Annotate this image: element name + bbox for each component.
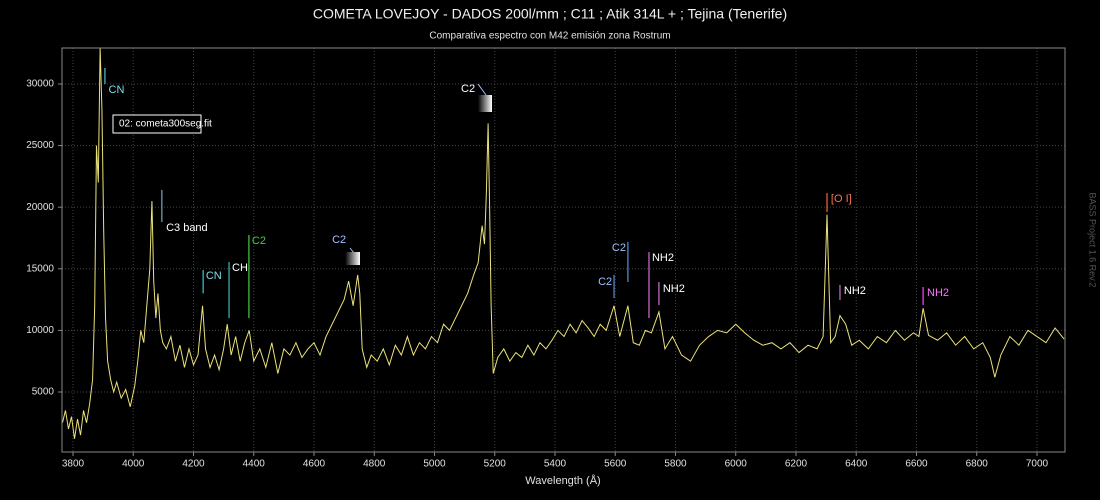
y-tick-label: 5000: [32, 387, 55, 398]
annotation-label: C2: [461, 83, 475, 95]
chart-subtitle: Comparativa espectro con M42 emisión zon…: [429, 31, 670, 42]
y-tick-label: 30000: [26, 79, 54, 90]
annotation-label: CN: [206, 270, 222, 282]
x-tick-label: 5400: [544, 459, 567, 470]
y-tick-label: 20000: [26, 202, 54, 213]
x-tick-label: 5600: [604, 459, 627, 470]
y-tick-label: 10000: [26, 325, 54, 336]
band-head-box: [345, 252, 360, 265]
legend-entry: 02: cometa300seg.fit: [119, 119, 212, 130]
annotation-label: C2: [332, 234, 346, 246]
x-tick-label: 6200: [785, 459, 808, 470]
y-tick-label: 25000: [26, 140, 54, 151]
spectrum-line: [61, 48, 1065, 439]
x-tick-label: 3800: [62, 459, 85, 470]
annotation-label: NH2: [927, 287, 949, 299]
band-head-box: [478, 95, 492, 112]
annotation-label: C2: [252, 235, 266, 247]
annotation-label: CH: [232, 262, 248, 274]
plot-border: [61, 47, 1066, 453]
annotation-label: NH2: [663, 283, 685, 295]
x-tick-label: 5800: [664, 459, 687, 470]
annotation-label: [O I]: [831, 193, 852, 205]
annotation-label: C2: [612, 242, 626, 254]
legend-box: [112, 114, 202, 134]
x-tick-label: 5200: [484, 459, 507, 470]
annotation-label: NH2: [844, 285, 866, 297]
band-head-line: [477, 83, 487, 96]
x-tick-label: 4400: [243, 459, 266, 470]
x-tick-label: 4000: [122, 459, 145, 470]
grid: [58, 48, 1065, 456]
x-tick-label: 4600: [303, 459, 326, 470]
x-tick-label: 4800: [363, 459, 386, 470]
x-tick-label: 7000: [1026, 459, 1049, 470]
y-tick-label: 15000: [26, 263, 54, 274]
x-tick-label: 6800: [966, 459, 989, 470]
chart-title: COMETA LOVEJOY - DADOS 200l/mm ; C11 ; A…: [313, 6, 787, 22]
x-axis-label: Wavelength (Å): [525, 474, 600, 487]
plot-area: [61, 48, 1065, 439]
x-tick-label: 6400: [845, 459, 868, 470]
annotation-label: NH2: [652, 252, 674, 264]
annotation-label: C3 band: [166, 222, 208, 234]
x-tick-label: 6600: [905, 459, 928, 470]
annotation-label: C2: [598, 276, 612, 288]
x-tick-label: 5000: [423, 459, 446, 470]
watermark: BASS Project 1.6 Rev.2: [1088, 193, 1098, 288]
x-tick-label: 6000: [725, 459, 748, 470]
annotation-label: CN: [109, 84, 125, 96]
x-tick-label: 4200: [182, 459, 205, 470]
